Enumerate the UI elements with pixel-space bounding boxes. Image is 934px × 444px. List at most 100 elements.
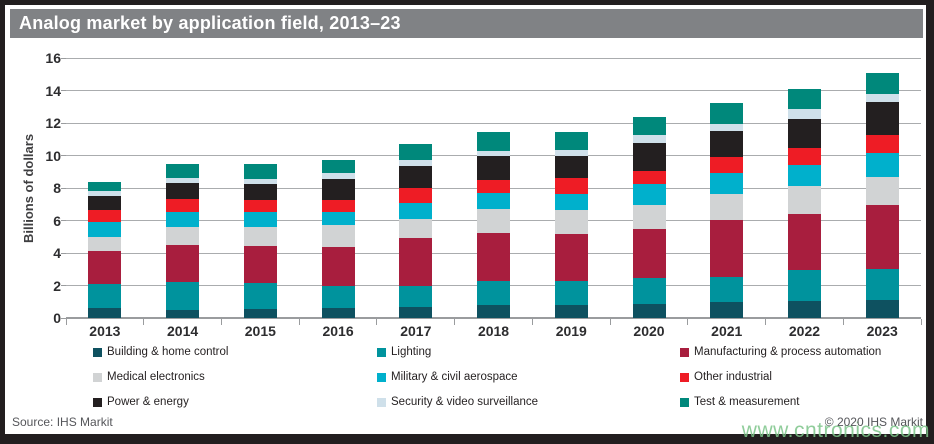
bar-segment-medical-electronics-2020 bbox=[632, 205, 666, 229]
bar-segment-power-energy-2015 bbox=[243, 183, 277, 201]
bar-2016 bbox=[321, 160, 355, 318]
bar-segment-military-civil-aerospace-2016 bbox=[321, 211, 355, 226]
x-axis-tick-3 bbox=[298, 319, 300, 325]
x-label-2016: 2016 bbox=[322, 323, 354, 339]
bar-segment-other-industrial-2017 bbox=[399, 188, 433, 203]
bar-segment-building-home-control-2023 bbox=[865, 300, 899, 318]
x-label-2019: 2019 bbox=[555, 323, 587, 339]
bar-segment-manufacturing-process-automation-2020 bbox=[632, 228, 666, 279]
legend-label-medical-electronics: Medical electronics bbox=[107, 371, 205, 383]
bar-segment-manufacturing-process-automation-2023 bbox=[865, 205, 899, 270]
legend-item-building-home-control: Building & home control bbox=[93, 346, 377, 359]
y-tick-label-8: 8 bbox=[53, 180, 61, 196]
bar-segment-security-video-surveillance-2018 bbox=[477, 150, 511, 156]
x-label-2023: 2023 bbox=[866, 323, 898, 339]
bar-segment-security-video-surveillance-2023 bbox=[865, 93, 899, 102]
legend-item-medical-electronics: Medical electronics bbox=[93, 371, 377, 384]
bar-slot-2015 bbox=[221, 58, 299, 318]
bar-segment-security-video-surveillance-2022 bbox=[787, 109, 821, 119]
bar-segment-other-industrial-2021 bbox=[710, 157, 744, 174]
bar-segment-medical-electronics-2018 bbox=[477, 209, 511, 233]
bar-slot-2014 bbox=[144, 58, 222, 318]
y-axis-labels: 0 2 4 6 8 10 12 14 16 bbox=[29, 50, 61, 326]
bar-segment-medical-electronics-2016 bbox=[321, 225, 355, 247]
legend-label-other-industrial: Other industrial bbox=[694, 371, 772, 383]
bar-segment-power-energy-2021 bbox=[710, 131, 744, 158]
x-axis-labels: 2013 2014 2015 2016 2017 2018 2019 2020 2021 2022… bbox=[66, 323, 921, 339]
bar-segment-building-home-control-2019 bbox=[554, 305, 588, 318]
legend-swatch-medical-electronics bbox=[93, 373, 102, 382]
bar-segment-other-industrial-2022 bbox=[787, 148, 821, 166]
bar-slot-2013 bbox=[66, 58, 144, 318]
legend-item-power-energy: Power & energy bbox=[93, 396, 377, 409]
bar-slot-2016 bbox=[299, 58, 377, 318]
bar-segment-medical-electronics-2021 bbox=[710, 193, 744, 220]
bar-segment-test-measurement-2023 bbox=[865, 73, 899, 94]
bar-segment-military-civil-aerospace-2023 bbox=[865, 153, 899, 178]
bar-segment-building-home-control-2022 bbox=[787, 300, 821, 318]
bar-segment-lighting-2019 bbox=[554, 281, 588, 305]
bar-2017 bbox=[399, 144, 433, 318]
bar-slot-2021 bbox=[688, 58, 766, 318]
legend-item-other-industrial: Other industrial bbox=[680, 371, 906, 384]
bar-segment-other-industrial-2019 bbox=[554, 178, 588, 194]
y-axis-tick-4 bbox=[61, 252, 66, 254]
bar-segment-lighting-2022 bbox=[787, 270, 821, 301]
legend-item-military-civil-aerospace: Military & civil aerospace bbox=[377, 371, 680, 384]
bar-segment-test-measurement-2016 bbox=[321, 160, 355, 174]
x-axis-tick-6 bbox=[531, 319, 533, 325]
bar-segment-manufacturing-process-automation-2021 bbox=[710, 219, 744, 277]
bar-2014 bbox=[166, 164, 200, 318]
x-axis-tick-1 bbox=[143, 319, 145, 325]
bar-segment-test-measurement-2021 bbox=[710, 102, 744, 124]
bar-segment-military-civil-aerospace-2013 bbox=[88, 222, 122, 237]
chart-title: Analog market by application field, 2013… bbox=[10, 9, 923, 38]
legend-swatch-other-industrial bbox=[680, 373, 689, 382]
bar-segment-lighting-2014 bbox=[166, 282, 200, 310]
bar-segment-test-measurement-2014 bbox=[166, 164, 200, 179]
watermark-text: www.cntronics.com bbox=[741, 419, 930, 442]
x-label-2013: 2013 bbox=[89, 323, 121, 339]
bar-segment-other-industrial-2014 bbox=[166, 199, 200, 212]
x-label-2022: 2022 bbox=[788, 323, 821, 339]
bar-segment-manufacturing-process-automation-2014 bbox=[166, 244, 200, 283]
bar-segment-building-home-control-2018 bbox=[477, 305, 511, 318]
bar-segment-other-industrial-2013 bbox=[88, 209, 122, 223]
bar-segment-other-industrial-2015 bbox=[243, 200, 277, 213]
bar-segment-test-measurement-2017 bbox=[399, 144, 433, 161]
bar-segment-other-industrial-2023 bbox=[865, 135, 899, 154]
bar-segment-military-civil-aerospace-2021 bbox=[710, 173, 744, 194]
x-axis-line bbox=[66, 317, 921, 319]
y-tick-label-12: 12 bbox=[45, 115, 61, 131]
bar-segment-manufacturing-process-automation-2013 bbox=[88, 250, 122, 284]
bar-segment-military-civil-aerospace-2022 bbox=[787, 165, 821, 187]
bar-segment-power-energy-2023 bbox=[865, 101, 899, 136]
bar-segment-medical-electronics-2022 bbox=[787, 186, 821, 214]
y-tick-label-4: 4 bbox=[53, 245, 61, 261]
bar-segment-power-energy-2019 bbox=[554, 155, 588, 179]
bar-segment-manufacturing-process-automation-2016 bbox=[321, 246, 355, 286]
bar-segment-lighting-2016 bbox=[321, 285, 355, 309]
bar-segment-security-video-surveillance-2014 bbox=[166, 178, 200, 184]
bar-segment-building-home-control-2013 bbox=[88, 308, 122, 318]
bar-segment-test-measurement-2022 bbox=[787, 88, 821, 110]
legend-item-test-measurement: Test & measurement bbox=[680, 396, 906, 409]
source-text: Source: IHS Markit bbox=[12, 415, 113, 429]
legend: Building & home control Lighting Manufactu… bbox=[93, 346, 906, 409]
bar-segment-other-industrial-2018 bbox=[477, 179, 511, 193]
bar-segment-manufacturing-process-automation-2019 bbox=[554, 233, 588, 282]
bar-segment-medical-electronics-2017 bbox=[399, 218, 433, 239]
x-label-2014: 2014 bbox=[167, 323, 199, 339]
gridline-16 bbox=[66, 57, 921, 59]
legend-label-test-measurement: Test & measurement bbox=[694, 396, 800, 408]
bar-segment-lighting-2015 bbox=[243, 283, 277, 310]
x-axis-tick-11 bbox=[920, 319, 922, 325]
legend-swatch-building-home-control bbox=[93, 348, 102, 357]
x-axis-tick-0 bbox=[65, 319, 67, 325]
y-tick-label-0: 0 bbox=[53, 310, 61, 326]
bar-segment-power-energy-2020 bbox=[632, 142, 666, 171]
legend-label-security-video-surveillance: Security & video surveillance bbox=[391, 396, 539, 408]
y-tick-label-2: 2 bbox=[53, 277, 61, 294]
legend-swatch-test-measurement bbox=[680, 398, 689, 407]
